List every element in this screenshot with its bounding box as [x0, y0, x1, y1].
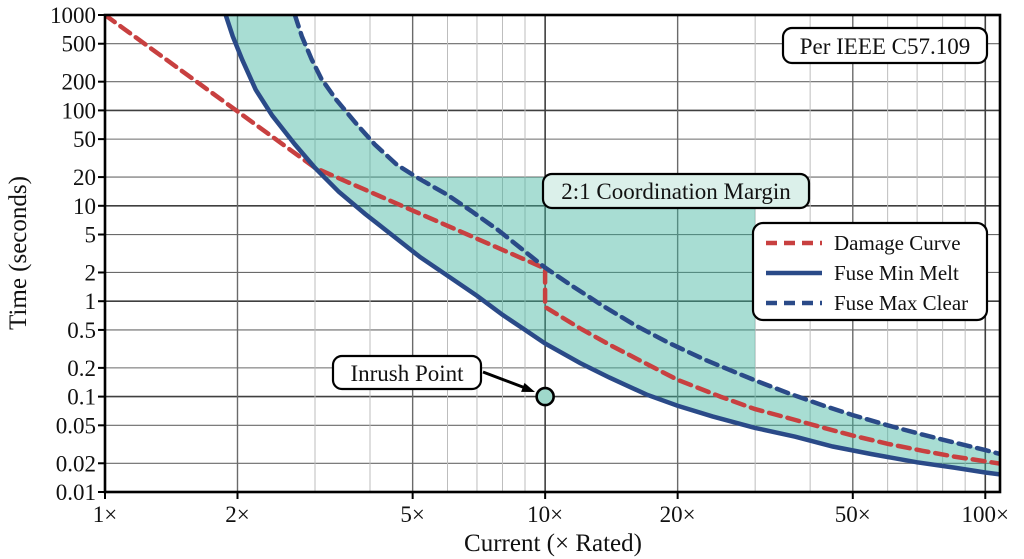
fuse-min-melt-line: [223, 15, 1000, 477]
y-tick-label: 200: [62, 70, 97, 95]
damage-curve-line: [105, 15, 1000, 466]
y-tick-label: 0.02: [56, 451, 96, 476]
y-tick-label: 0.2: [67, 356, 96, 381]
legend: Damage Curve Fuse Min Melt Fuse Max Clea…: [751, 221, 989, 322]
y-tick-label: 1: [85, 289, 97, 314]
margin-label-frame: [541, 172, 811, 210]
x-tick-label: 20×: [660, 502, 696, 527]
y-tick-label: 5: [85, 223, 97, 248]
y-tick-label: 0.01: [56, 480, 96, 505]
y-tick-label: 10: [73, 194, 96, 219]
margin-label-box: 2:1 Coordination Margin: [541, 172, 811, 210]
legend-label-max-clear: Fuse Max Clear: [834, 291, 968, 315]
x-tick-label: 10×: [527, 502, 563, 527]
x-tick-label: 5×: [400, 502, 424, 527]
axis-ticks-and-labels: 1× 2× 5× 10× 20× 50× 100× 1000 500 200 100 50 20 10 5 2…: [50, 3, 1009, 527]
y-tick-label: 100: [62, 98, 97, 123]
y-tick-label: 2: [85, 260, 97, 285]
legend-label-damage: Damage Curve: [834, 231, 961, 255]
y-tick-label: 1000: [50, 3, 96, 28]
margin-region-fill: [424, 177, 756, 381]
y-tick-label: 20: [73, 165, 96, 190]
ieee-note-box: Per IEEE C57.109: [781, 26, 989, 65]
legend-label-min-melt: Fuse Min Melt: [834, 261, 959, 285]
inrush-label-frame: [331, 354, 483, 391]
plot-frame: [103, 13, 1002, 494]
x-tick-label: 50×: [835, 502, 871, 527]
y-tick-label: 0.05: [56, 413, 96, 438]
plot-area: 1× 2× 5× 10× 20× 50× 100× 1000 500 200 100 50 20 10 5 2…: [50, 3, 1009, 527]
legend-frame: [751, 221, 989, 322]
y-axis-label: Time (seconds): [5, 176, 32, 330]
coordination-band-fill: [225, 15, 1000, 475]
legend-entry-damage-curve: Damage Curve: [766, 231, 961, 255]
legend-entry-fuse-max-clear: Fuse Max Clear: [766, 291, 968, 315]
inrush-arrowhead-icon: [521, 382, 535, 392]
x-tick-label: 100×: [962, 502, 1009, 527]
x-axis-label: Current (× Rated): [464, 530, 642, 557]
y-tick-label: 500: [62, 32, 97, 57]
y-tick-label: 0.1: [67, 385, 96, 410]
inrush-callout: Inrush Point: [331, 354, 535, 392]
x-tick-label: 2×: [225, 502, 249, 527]
inrush-marker: [535, 386, 555, 407]
inrush-label-text: Inrush Point: [350, 361, 464, 386]
margin-label-text: 2:1 Coordination Margin: [561, 179, 791, 204]
legend-entry-fuse-min-melt: Fuse Min Melt: [766, 261, 959, 285]
y-tick-label: 0.5: [67, 318, 96, 343]
plot-content: [105, 15, 1000, 477]
ieee-note-frame: [781, 26, 989, 65]
y-tick-label: 50: [73, 127, 96, 152]
fuse-max-clear-line: [292, 15, 1000, 457]
ieee-note-text: Per IEEE C57.109: [800, 34, 971, 59]
x-tick-label: 1×: [93, 502, 117, 527]
inrush-arrow-line: [482, 370, 525, 389]
